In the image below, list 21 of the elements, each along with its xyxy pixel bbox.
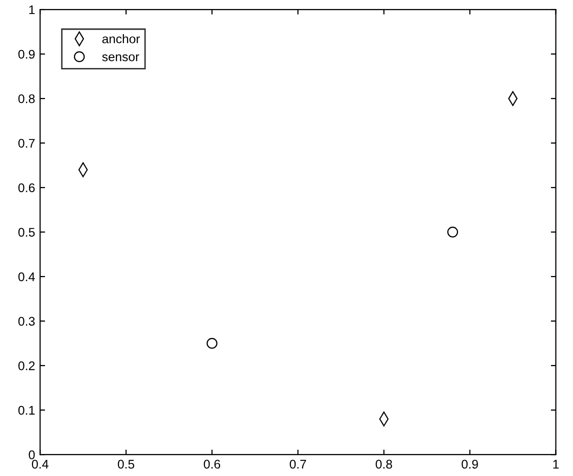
x-tick-label: 1 xyxy=(553,460,559,468)
x-tick-label: 0.5 xyxy=(118,460,134,469)
y-tick-label: 0.4 xyxy=(18,272,35,282)
y-tick-label: 0.9 xyxy=(18,50,35,59)
x-tick-label: 0.9 xyxy=(462,460,478,469)
point xyxy=(206,338,218,349)
x-tick-label: 0.7 xyxy=(290,460,306,469)
x-tick-label: 0.8 xyxy=(376,460,392,469)
y-tick-label: 0.7 xyxy=(18,138,35,148)
y-tick-label: 0.8 xyxy=(18,94,35,104)
y-tick-label: 1 xyxy=(29,5,35,14)
legend-label: anchor xyxy=(102,34,140,44)
y-tick-label: 0.2 xyxy=(18,361,35,370)
y-tick-label: 0 xyxy=(28,450,35,460)
point xyxy=(447,226,458,238)
y-tick-label: 0.1 xyxy=(18,406,35,415)
y-tick-label: 0.6 xyxy=(18,183,35,192)
y-tick-label: 0.3 xyxy=(18,316,35,326)
y-tick-label: 0.5 xyxy=(18,228,35,237)
legend-label: sensor xyxy=(102,54,140,62)
x-tick-label: 0.6 xyxy=(204,460,220,469)
